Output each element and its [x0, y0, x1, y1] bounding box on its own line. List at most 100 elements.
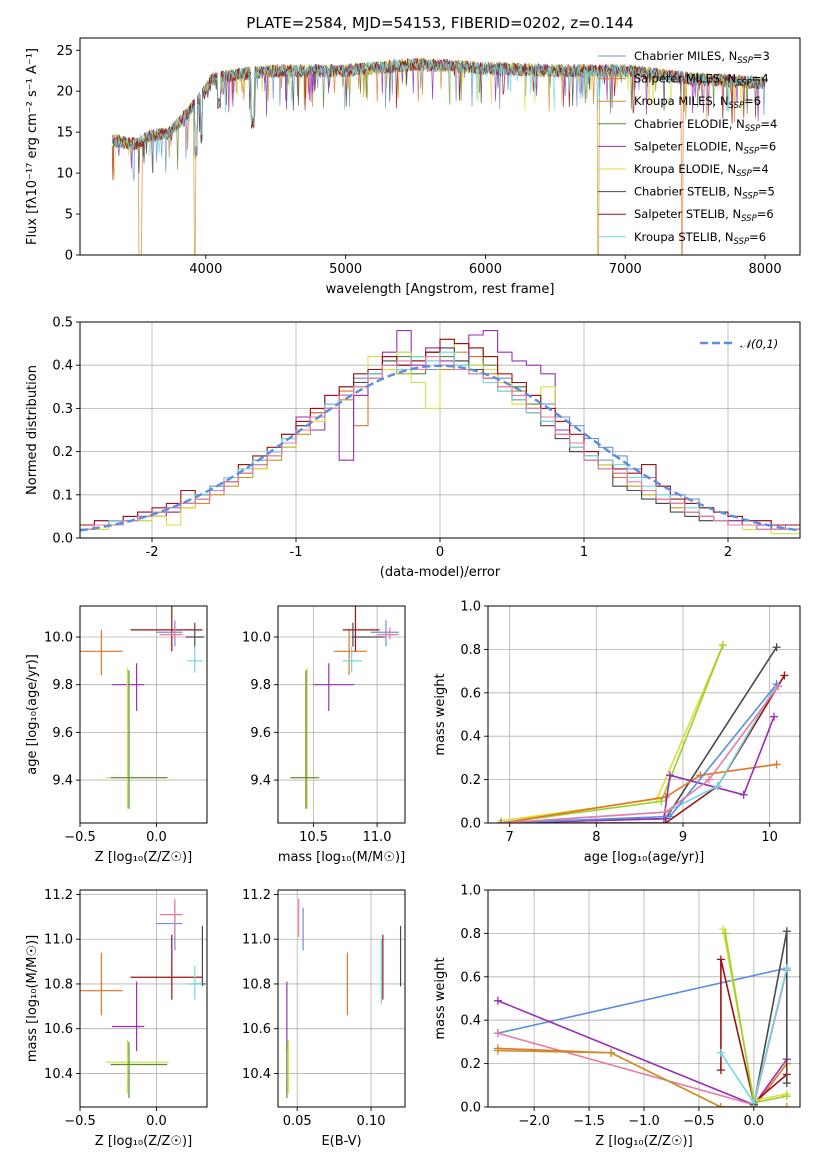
legend-label: Salpeter ELODIE, NSSP=6: [634, 139, 776, 156]
y-tick-label: 9.6: [250, 726, 271, 741]
y-tick-label: 0.0: [460, 1101, 481, 1116]
weight-marker: [774, 682, 783, 691]
y-axis-label: mass weight: [433, 673, 448, 755]
weight-marker: [782, 927, 791, 936]
weight-marker: [661, 819, 670, 823]
weight-marker: [666, 812, 674, 821]
frame-mass_vs_Z: −0.5 0.0 10.4 10.6 10.8 11.0 11.2 Z [log₁₀(Z/Z☉…: [25, 888, 208, 1149]
weight-marker: [719, 925, 728, 934]
weight-line-salpeter-miles: [500, 763, 777, 823]
y-tick-label: 5: [65, 208, 73, 223]
errorbar-point: [80, 952, 123, 1016]
errorbar-point: [290, 670, 319, 809]
marks-age_vs_Z: [80, 606, 204, 809]
legend-label-text: Chabrier ELODIE, N: [634, 117, 745, 131]
y-tick-label: 10.4: [44, 1067, 73, 1082]
y-axis-label: Flux [fλ10⁻¹⁷ erg cm⁻² s⁻¹ A⁻¹]: [25, 48, 40, 245]
weight-marker: [782, 1103, 791, 1107]
legend-label-sub: SSP: [736, 79, 752, 89]
weight-marker: [493, 1046, 502, 1055]
y-tick-label: 0.5: [52, 316, 73, 331]
histogram-step-pink: [80, 356, 800, 530]
y-tick-label: 0.2: [460, 773, 481, 788]
marks-mass_weight_vs_Z: [493, 925, 791, 1107]
legend-label: Chabrier STELIB, NSSP=5: [634, 185, 775, 202]
legend-label-text: Kroupa MILES, N: [634, 94, 729, 108]
weight-marker: [493, 1029, 502, 1038]
legend-label: Salpeter MILES, NSSP=4: [634, 72, 769, 89]
weight-marker: [716, 1066, 725, 1075]
y-tick-label: 10.6: [44, 1022, 73, 1037]
axes-mass_vs_ebv: [278, 890, 405, 1107]
legend-label-sub: SSP: [741, 214, 757, 224]
legend-label: Kroupa STELIB, NSSP=6: [634, 230, 766, 247]
x-axis-label: Z [log₁₀(Z/Z☉)]: [95, 850, 192, 865]
y-tick-label: 0.0: [52, 532, 73, 547]
y-tick-label: 0.2: [460, 1057, 481, 1072]
weight-marker: [782, 1079, 791, 1088]
x-tick-label: 0.0: [744, 1114, 765, 1129]
legend-label-sub: SSP: [737, 56, 753, 66]
x-tick-label: 0: [436, 545, 444, 560]
errorbar-point: [80, 629, 123, 676]
x-tick-label: 10.5: [299, 830, 328, 845]
legend-label-text: Salpeter ELODIE, N: [634, 139, 744, 153]
errorbar-point: [370, 620, 399, 647]
weight-line-kroupa-elodie: [722, 928, 787, 1102]
weight-marker: [716, 1048, 725, 1057]
plot-frame: [79, 37, 801, 256]
plot-frame: [277, 605, 406, 824]
y-tick-label: 1.0: [460, 884, 481, 899]
y-tick-label: 15: [56, 126, 73, 141]
errorbar-point: [156, 620, 183, 647]
legend-label-sub: SSP: [729, 101, 745, 111]
y-tick-label: 0.1: [52, 488, 73, 503]
legend-label-suffix: =6: [744, 94, 761, 108]
marks-mass_weight_vs_age: [497, 641, 789, 823]
legend-label-suffix: =6: [759, 139, 776, 153]
weight-marker: [772, 643, 781, 652]
legend-label-sub: SSP: [744, 146, 760, 156]
y-tick-label: 11.0: [44, 933, 73, 948]
legend-label-suffix: =4: [752, 162, 769, 176]
legend-label-sub: SSP: [734, 237, 750, 247]
marks-age_vs_mass: [289, 606, 399, 809]
frame-age_vs_Z: −0.5 0.0 9.4 9.6 9.8 10.0 Z [log₁₀(Z/Z☉)] age […: [25, 605, 208, 865]
legend-label-suffix: =4: [752, 72, 769, 86]
axes-age_vs_Z: [79, 606, 207, 823]
weight-marker: [782, 1092, 791, 1101]
errorbar-point: [112, 981, 145, 1052]
x-tick-label: 11.0: [363, 830, 392, 845]
weight-line-salpeter-stelib: [720, 959, 788, 1105]
errorbar-point: [112, 663, 145, 711]
y-tick-label: 0.6: [460, 686, 481, 701]
x-tick-label: −0.5: [64, 1114, 96, 1129]
legend-label-text: Chabrier STELIB, N: [634, 185, 742, 199]
y-tick-label: 0: [65, 249, 73, 264]
weight-marker: [749, 1098, 758, 1107]
y-tick-label: 1.0: [460, 600, 481, 615]
marks-mass_vs_Z: [80, 898, 206, 1099]
weight-line-pink: [500, 685, 779, 823]
errorbar-point: [185, 622, 204, 647]
weight-marker: [716, 955, 725, 964]
x-tick-label: 2: [724, 545, 732, 560]
y-tick-label: 10.0: [242, 631, 271, 646]
x-axis-label: wavelength [Angstrom, rest frame]: [326, 282, 555, 297]
y-tick-label: 0.3: [52, 402, 73, 417]
y-tick-label: 25: [56, 44, 73, 59]
legend-label: Kroupa MILES, NSSP=6: [634, 94, 761, 111]
plot-frame: [79, 889, 208, 1108]
x-tick-label: −0.5: [64, 830, 96, 845]
weight-marker: [770, 712, 778, 721]
axes-age_vs_mass: [278, 606, 405, 823]
x-tick-label: -2: [146, 545, 159, 560]
plot-frame: [487, 605, 801, 824]
plot-frame: [277, 889, 406, 1108]
y-tick-label: 10.0: [44, 631, 73, 646]
x-tick-label: 8000: [749, 262, 782, 277]
x-tick-label: 10: [761, 830, 778, 845]
errorbar-point: [130, 606, 203, 652]
legend-label-suffix: =5: [758, 185, 775, 199]
